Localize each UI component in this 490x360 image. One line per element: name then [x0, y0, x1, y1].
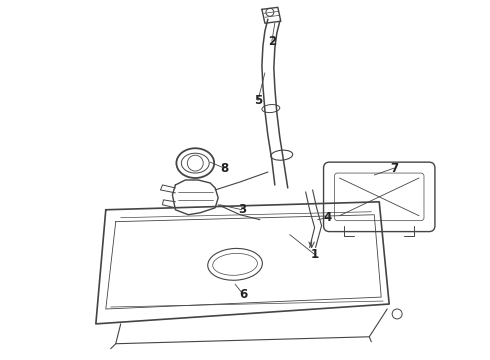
Text: 1: 1 [311, 248, 319, 261]
Text: 5: 5 [254, 94, 262, 107]
Text: 8: 8 [220, 162, 228, 175]
Text: 4: 4 [323, 211, 332, 224]
Text: 6: 6 [239, 288, 247, 301]
Text: 3: 3 [238, 203, 246, 216]
Text: 7: 7 [390, 162, 398, 175]
Text: 2: 2 [268, 35, 276, 48]
